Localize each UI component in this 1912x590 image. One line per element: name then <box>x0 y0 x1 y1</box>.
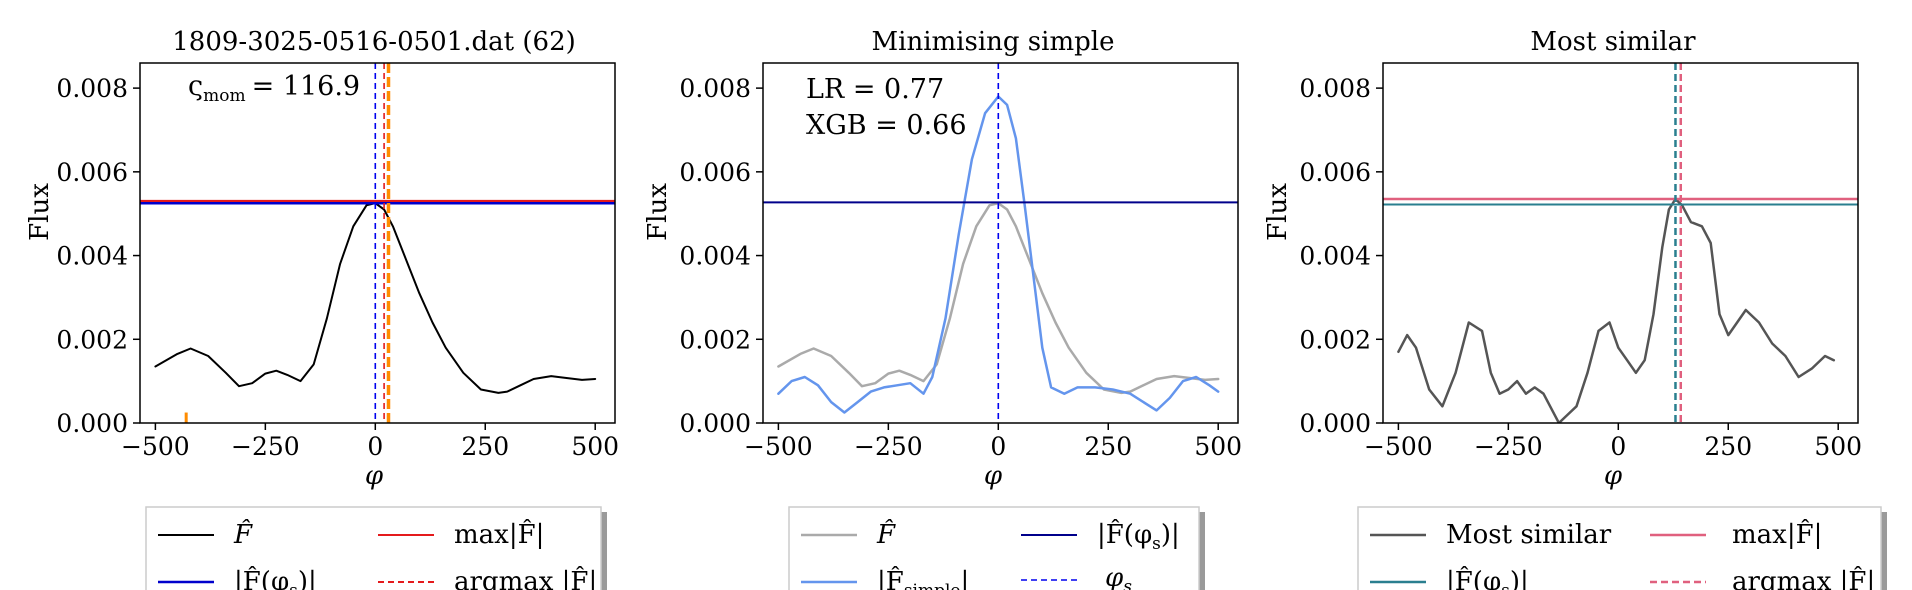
legend-1-label-argmax: argmax |F̂| <box>454 566 597 590</box>
panel-3-title: Most similar <box>1530 27 1696 57</box>
panel-2-xtick-label: −500 <box>744 432 813 461</box>
panel-3-xtick-label: −500 <box>1364 432 1433 461</box>
panel-2-legend: F̂ |F̂(φs)| |F̂simple| φs <box>788 506 1205 590</box>
panel-2-xtick-label: 250 <box>1084 432 1132 461</box>
panel-3-legend: Most similar max|F̂| |F̂(φs)| argmax |F̂… <box>1357 506 1887 590</box>
legend-1-label-fphis: |F̂(φs)| <box>234 566 317 590</box>
panel-1-ytick-label: 0.002 <box>56 325 128 354</box>
panel-1-xlabel: φ <box>365 461 384 491</box>
panel-2-ytick-label: 0.008 <box>679 74 751 103</box>
panel-1-xtick-label: −500 <box>121 432 190 461</box>
panel-3: Most similar Flux φ −500 −250 0 250 500 0.000… <box>1263 27 1862 491</box>
panel-1-legend: F̂ max|F̂| |F̂(φs)| argmax |F̂| <box>145 506 607 590</box>
panel-1-annotation-symbol: ς <box>188 71 203 102</box>
panel-1-ylabel: Flux <box>25 183 55 241</box>
legend-2-label-phis: φs <box>1105 563 1132 590</box>
legend-3-label-most: Most similar <box>1446 520 1612 550</box>
panel-3-ytick-label: 0.002 <box>1299 325 1371 354</box>
panel-3-xlabel: φ <box>1604 461 1623 491</box>
legend-2-label-simple: |F̂simple| <box>877 566 969 590</box>
legend-1-label-max: max|F̂| <box>454 519 544 550</box>
panel-1-xtick-label: 500 <box>571 432 619 461</box>
legend-3-label-max: max|F̂| <box>1732 519 1822 550</box>
panel-2-annotation-lr: LR = 0.77 <box>806 74 944 105</box>
panel-1-title: 1809-3025-0516-0501.dat (62) <box>172 27 576 57</box>
panel-2-axes-frame <box>762 62 1239 424</box>
panel-2: Minimising simple Flux φ −500 −250 0 250 500… <box>643 27 1242 491</box>
panel-1-xtick-label: 250 <box>461 432 509 461</box>
panel-2-xtick-label: 0 <box>990 432 1006 461</box>
legend-3-label-argmax: argmax |F̂| <box>1732 566 1875 590</box>
legend-box <box>145 506 602 590</box>
panel-2-ytick-label: 0.002 <box>679 325 751 354</box>
legend-2-label-f: F̂ <box>876 519 896 550</box>
panel-3-xtick-label: 250 <box>1704 432 1752 461</box>
legend-3-label-fphis: |F̂(φs)| <box>1446 566 1529 590</box>
panel-3-ytick-label: 0.000 <box>1299 409 1371 438</box>
panel-2-plot-area <box>763 63 1238 423</box>
panel-1-data-layer <box>140 63 615 423</box>
panel-3-xtick-label: −250 <box>1474 432 1543 461</box>
panel-1-annotation-value: = 116.9 <box>252 71 361 102</box>
legend-box <box>788 506 1200 590</box>
panel-1-ytick-label: 0.006 <box>56 158 128 187</box>
panel-3-series-Most <box>1397 197 1836 423</box>
panel-3-xtick-label: 500 <box>1814 432 1862 461</box>
panel-2-xtick-label: −250 <box>854 432 923 461</box>
legend-box <box>1357 506 1882 590</box>
panel-1: 1809-3025-0516-0501.dat (62) Flux φ −500… <box>25 27 619 491</box>
panel-2-xtick-label: 500 <box>1194 432 1242 461</box>
panel-2-series-Fsimple <box>777 95 1220 414</box>
panel-3-ytick-label: 0.006 <box>1299 158 1371 187</box>
panel-1-axes-frame <box>139 62 616 424</box>
panel-3-ytick-label: 0.008 <box>1299 74 1371 103</box>
panel-2-ytick-label: 0.000 <box>679 409 751 438</box>
panel-1-plot-area <box>140 63 615 423</box>
panel-3-xtick-label: 0 <box>1610 432 1626 461</box>
panel-1-ytick-label: 0.008 <box>56 74 128 103</box>
panel-1-annotation-sub: mom <box>203 86 245 106</box>
panel-2-annotation-xgb: XGB = 0.66 <box>806 110 967 141</box>
panel-2-axes-layer: −500 −250 0 250 500 0.000 0.002 0.004 0.006 0.008 <box>679 62 1242 461</box>
legend-1-label-f: F̂ <box>233 519 253 550</box>
panel-2-xlabel: φ <box>984 461 1003 491</box>
panel-2-ytick-label: 0.006 <box>679 158 751 187</box>
panel-3-ylabel: Flux <box>1263 183 1293 241</box>
panel-1-ytick-label: 0.000 <box>56 409 128 438</box>
panel-1-axes-layer: −500 −250 0 250 500 0.000 0.002 0.004 0.006 0.008 <box>56 62 619 461</box>
panel-2-title: Minimising simple <box>872 27 1115 57</box>
panel-3-axes-layer: −500 −250 0 250 500 0.000 0.002 0.004 0.006 0.008 <box>1299 62 1862 461</box>
panel-3-plot-area <box>1383 63 1858 423</box>
panel-1-ytick-label: 0.004 <box>56 242 128 271</box>
panel-3-ytick-label: 0.004 <box>1299 242 1371 271</box>
panel-3-data-layer <box>1383 63 1858 423</box>
panel-1-xtick-label: 0 <box>367 432 383 461</box>
panel-2-ylabel: Flux <box>643 183 673 241</box>
panel-1-xtick-label: −250 <box>231 432 300 461</box>
panel-2-ytick-label: 0.004 <box>679 242 751 271</box>
legend-2-label-fphis: |F̂(φs)| <box>1097 519 1180 554</box>
panel-2-data-layer <box>763 63 1238 423</box>
panel-3-axes-frame <box>1382 62 1859 424</box>
panel-1-annotation: ςmom = 116.9 <box>188 71 360 106</box>
